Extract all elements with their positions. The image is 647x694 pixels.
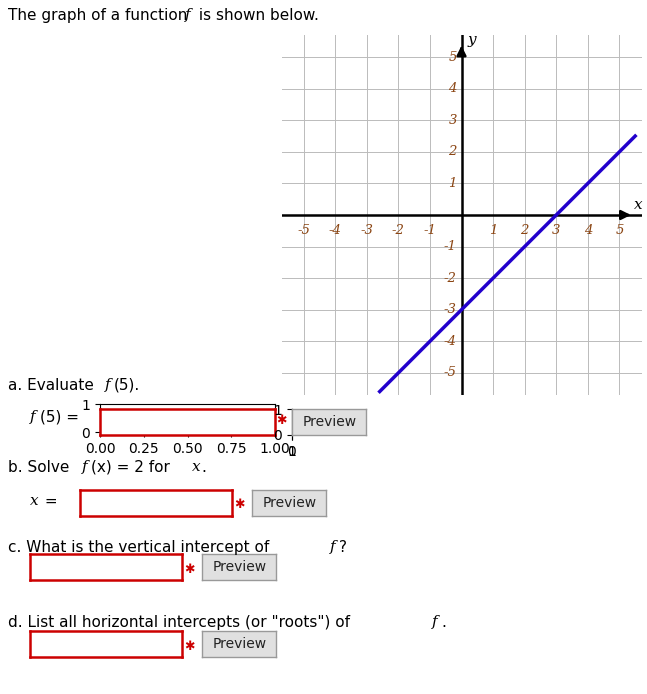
Text: -2: -2 [444, 271, 457, 285]
Text: f: f [185, 8, 191, 22]
Text: -4: -4 [444, 335, 457, 348]
Text: f: f [432, 615, 437, 629]
Text: -1: -1 [424, 224, 436, 237]
Text: d. List all horizontal intercepts (or "roots") of: d. List all horizontal intercepts (or "r… [8, 615, 355, 630]
Text: Preview: Preview [262, 496, 316, 510]
Text: ✱: ✱ [234, 498, 245, 511]
Text: 3: 3 [448, 114, 457, 127]
Text: f: f [30, 410, 36, 424]
Text: ✱: ✱ [184, 640, 195, 653]
Text: -5: -5 [444, 366, 457, 380]
Text: f: f [82, 460, 87, 474]
Text: 2: 2 [448, 145, 457, 158]
Text: f: f [105, 378, 111, 392]
Text: -3: -3 [444, 303, 457, 316]
Text: (x) = 2 for: (x) = 2 for [91, 460, 175, 475]
Text: -2: -2 [392, 224, 405, 237]
Text: x: x [634, 198, 642, 212]
Text: 1: 1 [489, 224, 498, 237]
Text: Preview: Preview [302, 415, 356, 429]
Text: Preview: Preview [212, 560, 267, 574]
Text: -5: -5 [297, 224, 310, 237]
Text: -4: -4 [329, 224, 342, 237]
Text: x: x [30, 494, 39, 508]
Text: a. Evaluate: a. Evaluate [8, 378, 99, 393]
Text: b. Solve: b. Solve [8, 460, 74, 475]
Text: 4: 4 [584, 224, 592, 237]
Text: 5: 5 [448, 51, 457, 64]
Text: 3: 3 [552, 224, 560, 237]
Text: .: . [201, 460, 206, 475]
Text: f: f [330, 540, 336, 554]
Text: -3: -3 [360, 224, 373, 237]
Text: ✱: ✱ [184, 563, 195, 576]
Text: .: . [441, 615, 446, 630]
Text: ?: ? [339, 540, 347, 555]
Text: 1: 1 [448, 177, 457, 190]
Text: 4: 4 [448, 82, 457, 95]
Text: Preview: Preview [212, 637, 267, 651]
Text: =: = [40, 494, 58, 509]
Text: ✱: ✱ [276, 414, 287, 427]
Text: is shown below.: is shown below. [194, 8, 319, 23]
Text: 5: 5 [615, 224, 624, 237]
Text: The graph of a function: The graph of a function [8, 8, 192, 23]
Text: c. What is the vertical intercept of: c. What is the vertical intercept of [8, 540, 274, 555]
Text: y: y [467, 33, 476, 46]
Text: x: x [192, 460, 201, 474]
Text: (5).: (5). [114, 378, 140, 393]
Text: 2: 2 [520, 224, 529, 237]
Text: (5) =: (5) = [40, 410, 79, 425]
Text: -1: -1 [444, 240, 457, 253]
